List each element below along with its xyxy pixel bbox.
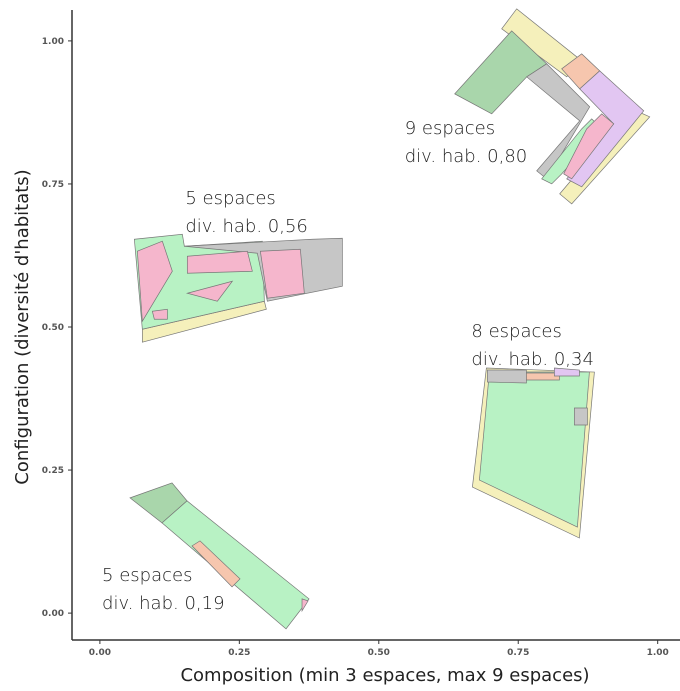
parcel: 5 espaces div. hab. 0,19 <box>102 482 310 630</box>
y-tick-label: 1.00 <box>42 37 64 47</box>
parcel: 8 espaces div. hab. 0,34 <box>471 321 595 539</box>
y-axis-title: Configuration (diversité d'habitats) <box>12 169 33 484</box>
habitat-patch <box>574 407 588 426</box>
x-tick-label: 0.25 <box>228 648 250 658</box>
y-tick-label: 0.50 <box>42 323 64 333</box>
parcel-label: div. hab. 0,80 <box>405 146 528 167</box>
parcel-label: div. hab. 0,56 <box>185 216 308 237</box>
habitat-patch <box>554 367 580 377</box>
habitat-patch <box>301 598 309 613</box>
parcel-label: div. hab. 0,19 <box>102 593 225 614</box>
habitat-patch <box>191 540 241 588</box>
y-tick-label: 0.00 <box>42 609 64 619</box>
x-tick-label: 0.75 <box>507 648 529 658</box>
habitat-patch <box>186 250 253 274</box>
habitat-patch <box>487 369 527 384</box>
parcel-label: 9 espaces <box>405 118 495 139</box>
habitat-patch <box>259 248 305 299</box>
habitat-patch <box>526 372 560 381</box>
y-tick-label: 0.25 <box>42 466 64 476</box>
habitat-patch <box>161 500 310 630</box>
parcel-label: 5 espaces <box>102 565 192 586</box>
x-tick-label: 1.00 <box>647 648 669 658</box>
x-axis-title: Composition (min 3 espaces, max 9 espace… <box>180 665 589 686</box>
y-tick-label: 0.75 <box>42 180 64 190</box>
habitat-patch <box>136 240 173 323</box>
parcel: 5 espaces div. hab. 0,56 <box>133 188 343 343</box>
habitat-patch <box>185 280 234 302</box>
x-tick-label: 0.00 <box>89 648 111 658</box>
parcel: 9 espaces div. hab. 0,80 <box>405 8 651 205</box>
parcel-label: 8 espaces <box>471 321 561 342</box>
parcel-label: 5 espaces <box>185 188 275 209</box>
parcel-label: div. hab. 0,34 <box>471 349 594 370</box>
habitat-patch <box>151 308 168 320</box>
habitat-patch <box>563 113 615 180</box>
habitat-patch <box>479 371 590 528</box>
x-tick-label: 0.50 <box>368 648 390 658</box>
